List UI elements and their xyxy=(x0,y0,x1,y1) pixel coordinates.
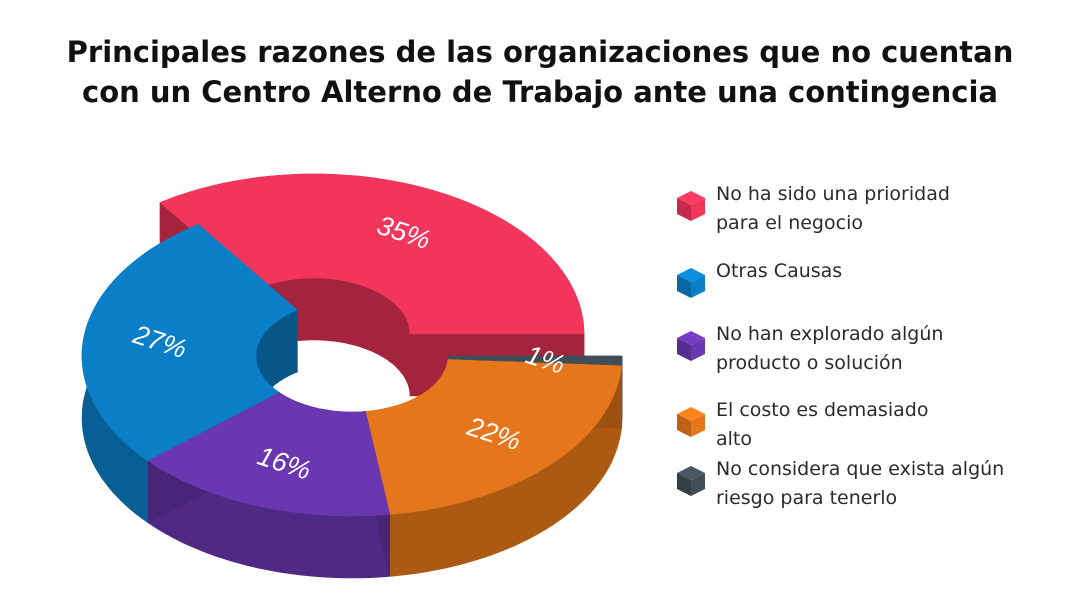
legend-label: para el negocio xyxy=(716,212,863,234)
donut-slice-top-3 xyxy=(365,359,622,515)
legend-label: No han explorado algún xyxy=(716,323,944,345)
chart-title: Principales razones de las organizacione… xyxy=(0,32,1080,112)
donut-slice-top-4 xyxy=(447,355,623,367)
legend-label: No ha sido una prioridad xyxy=(716,183,950,205)
legend-item-4: No considera que exista algún riesgo par… xyxy=(676,455,1016,513)
legend-label: Otras Causas xyxy=(716,260,843,282)
cube-icon xyxy=(677,191,705,221)
chart-title-line-2: con un Centro Alterno de Trabajo ante un… xyxy=(82,75,998,109)
cube-icon xyxy=(677,331,705,361)
legend-label: riesgo para tenerlo xyxy=(716,487,898,509)
cube-icon xyxy=(677,268,705,298)
legend-label: El costo es demasiado xyxy=(716,399,929,421)
legend-label: alto xyxy=(716,428,752,450)
legend-label: No considera que exista algún xyxy=(716,458,1005,480)
donut-slice-top-2 xyxy=(147,392,391,517)
cube-icon xyxy=(677,466,705,496)
legend-item-1: Otras Causas xyxy=(676,257,1016,299)
legend-item-3: El costo es demasiado alto xyxy=(676,396,1016,454)
legend-item-2: No han explorado algún producto o soluci… xyxy=(676,320,1016,378)
legend-item-0: No ha sido una prioridad para el negocio xyxy=(676,180,1016,238)
chart-title-line-1: Principales razones de las organizacione… xyxy=(66,35,1014,69)
cube-icon xyxy=(677,407,705,437)
legend-label: producto o solución xyxy=(716,352,903,374)
